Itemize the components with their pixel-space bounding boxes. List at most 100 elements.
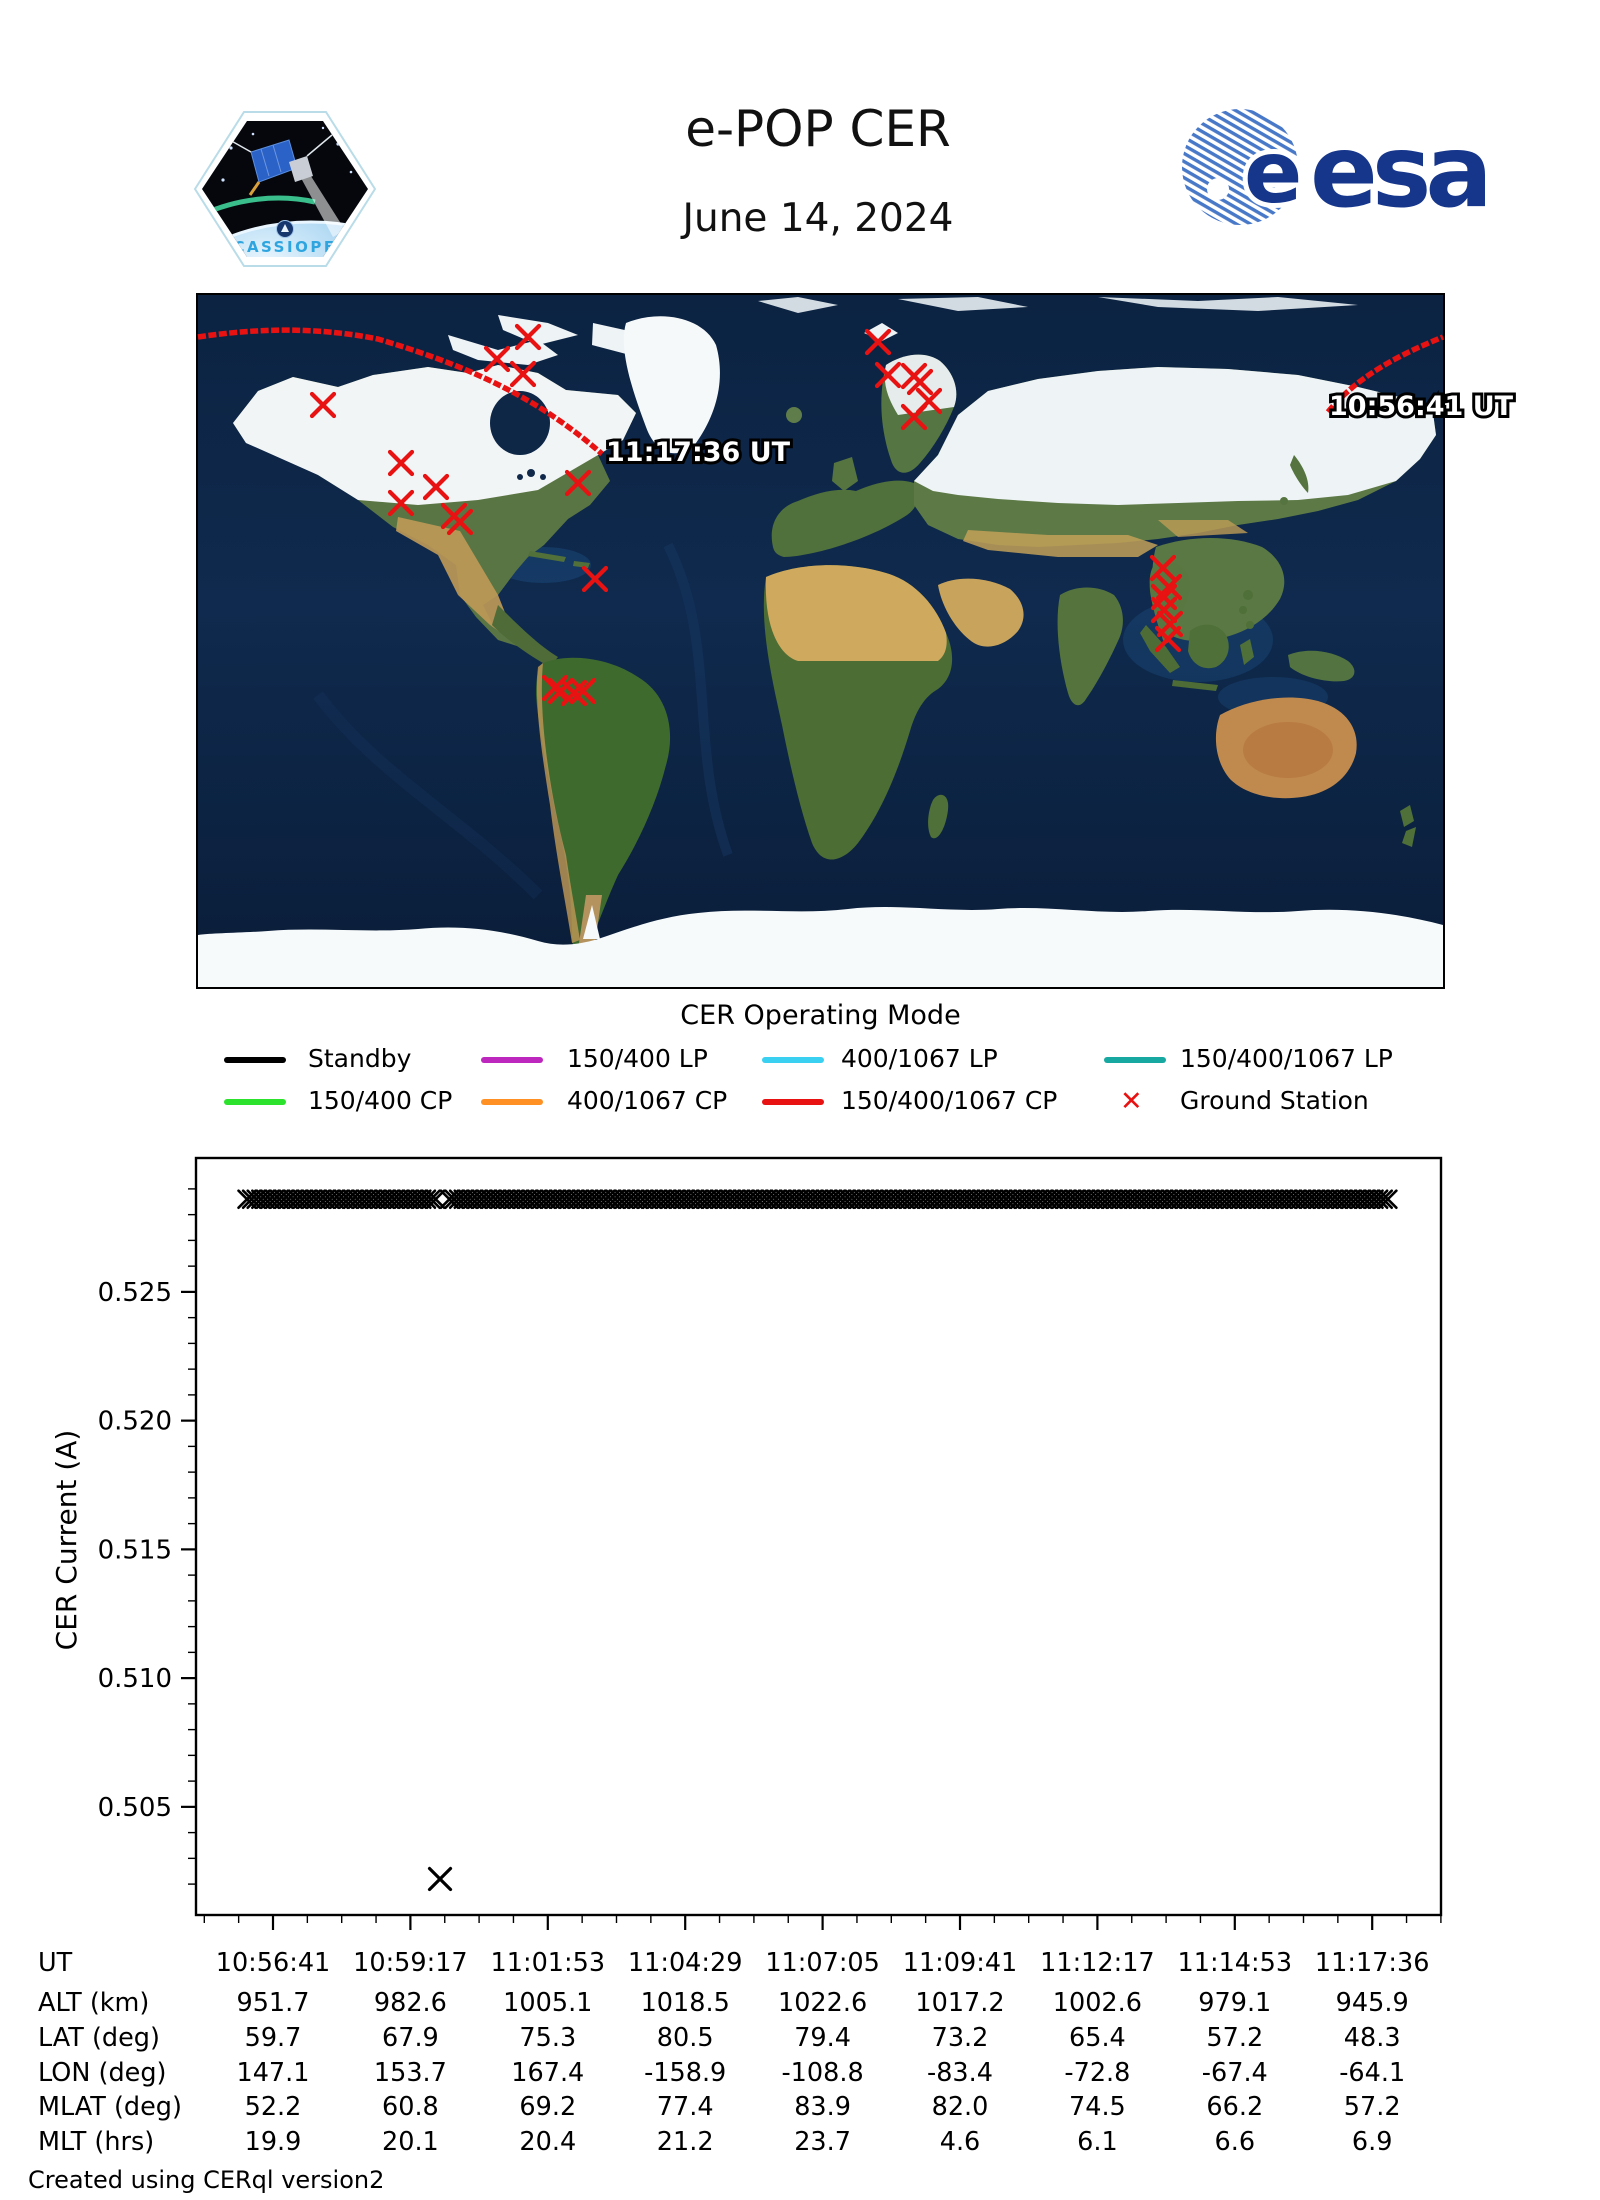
data-marker (637, 1189, 658, 1209)
data-marker (853, 1189, 874, 1209)
data-marker (798, 1189, 819, 1209)
data-marker (343, 1189, 363, 1209)
data-marker (775, 1189, 796, 1209)
data-marker (1267, 1189, 1288, 1209)
table-cell: 979.1 (1198, 1988, 1272, 2018)
table-cell: -72.8 (1064, 2058, 1131, 2088)
data-marker (481, 1189, 501, 1209)
data-marker (1148, 1189, 1168, 1209)
table-cell: 11:07:05 (765, 1948, 880, 1978)
data-marker (421, 1189, 441, 1209)
data-marker (315, 1189, 336, 1209)
beam (301, 173, 345, 237)
data-marker (531, 1189, 552, 1209)
data-marker (1028, 1189, 1049, 1209)
data-marker (1083, 1189, 1104, 1209)
data-marker (264, 1189, 285, 1209)
ground-station-marker (387, 449, 415, 477)
data-marker (632, 1189, 653, 1209)
data-marker (384, 1189, 405, 1209)
table-cell: 11:04:29 (627, 1948, 743, 1978)
data-marker (890, 1189, 911, 1209)
data-marker (577, 1189, 598, 1209)
data-marker (1088, 1189, 1108, 1209)
data-marker (1000, 1189, 1021, 1209)
data-marker (1253, 1189, 1274, 1209)
page-title: e-POP CER (685, 100, 951, 158)
data-marker (706, 1189, 727, 1209)
data-marker (895, 1189, 915, 1209)
legend-swatch (224, 1099, 286, 1105)
ground-station-marker (1149, 554, 1177, 582)
data-marker (1226, 1189, 1246, 1209)
data-marker (389, 1189, 409, 1209)
esa-wordmark: esa (1310, 113, 1487, 230)
data-marker (1263, 1189, 1283, 1209)
data-marker (1115, 1189, 1136, 1209)
data-marker (1341, 1189, 1361, 1209)
data-marker (1359, 1189, 1380, 1209)
data-marker (936, 1189, 957, 1209)
data-marker (1378, 1189, 1398, 1209)
world-map-svg: 11:17:36 UT 10:56:41 UT (197, 295, 1517, 987)
table-cell: 83.9 (794, 2092, 851, 2122)
data-marker (347, 1189, 368, 1209)
table-cell: 1017.2 (915, 1988, 1005, 2018)
legend-swatch (224, 1057, 286, 1063)
data-marker (1056, 1189, 1076, 1209)
data-marker (352, 1189, 372, 1209)
data-marker (1217, 1189, 1237, 1209)
data-marker (862, 1189, 883, 1209)
data-marker (642, 1189, 662, 1209)
data-marker (292, 1189, 313, 1209)
ground-station-marker (560, 679, 588, 707)
data-marker (876, 1189, 897, 1209)
data-marker (237, 1189, 257, 1209)
data-marker (899, 1189, 920, 1209)
ground-station-marker (446, 508, 474, 536)
table-cell: 6.1 (1077, 2127, 1118, 2157)
data-marker (908, 1189, 929, 1209)
data-marker (1037, 1189, 1058, 1209)
data-marker (678, 1189, 699, 1209)
data-marker (504, 1189, 524, 1209)
data-marker (669, 1189, 690, 1209)
legend-label: Ground Station (1180, 1086, 1369, 1115)
table-cell: 60.8 (382, 2092, 439, 2122)
data-marker (1194, 1189, 1214, 1209)
table-cell: 6.9 (1351, 2127, 1393, 2157)
ground-station-marker (483, 345, 511, 373)
legend-swatch (762, 1057, 824, 1063)
data-marker (1207, 1189, 1228, 1209)
data-marker (508, 1189, 529, 1209)
data-marker (370, 1189, 391, 1209)
map-time-annotation: 10:56:41 UT (1329, 391, 1514, 422)
data-marker (246, 1189, 267, 1209)
data-marker (458, 1189, 478, 1209)
legend-label: 400/1067 CP (567, 1086, 728, 1115)
table-cell: -64.1 (1339, 2058, 1406, 2088)
data-marker (812, 1189, 832, 1209)
data-marker (660, 1189, 681, 1209)
table-cell: 147.1 (236, 2058, 310, 2088)
data-marker (1212, 1189, 1233, 1209)
data-marker (927, 1189, 947, 1209)
table-cell: 57.2 (1206, 2023, 1264, 2053)
legend-swatch (1104, 1057, 1166, 1063)
data-marker (619, 1189, 639, 1209)
data-marker (885, 1189, 906, 1209)
table-cell: 4.6 (939, 2127, 981, 2157)
data-marker (918, 1189, 938, 1209)
data-marker (941, 1189, 961, 1209)
ground-station-marker (509, 360, 537, 388)
data-marker (826, 1189, 846, 1209)
data-marker (922, 1189, 943, 1209)
data-marker (310, 1189, 331, 1209)
table-cell: -158.9 (644, 2058, 727, 2088)
data-marker (1171, 1189, 1191, 1209)
table-cell: 20.4 (519, 2127, 577, 2157)
table-cell: 982.6 (373, 1988, 447, 2018)
data-marker (1249, 1189, 1269, 1209)
data-marker (770, 1189, 791, 1209)
